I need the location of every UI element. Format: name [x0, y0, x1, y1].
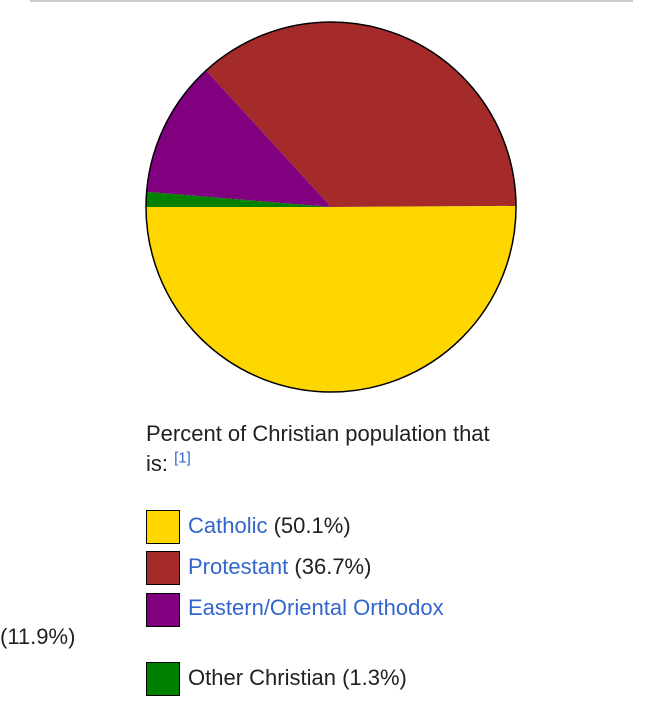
legend-swatch-protestant	[146, 551, 180, 586]
legend-item-other: Other Christian (1.3%)	[146, 661, 506, 696]
pie-outline	[145, 21, 517, 393]
legend-pct-orthodox: (11.9%)	[0, 623, 76, 649]
legend-label-other: Other Christian	[188, 664, 336, 690]
legend-swatch-catholic	[146, 510, 180, 545]
pie-slice-catholic	[146, 205, 517, 392]
legend-swatch-orthodox	[146, 592, 180, 627]
legend-item-protestant: Protestant (36.7%)	[146, 551, 506, 586]
pie-slice-other-christian	[146, 191, 331, 207]
pie-chart	[145, 21, 517, 393]
pie-slice-protestant	[206, 21, 516, 207]
citation-link[interactable]: [1]	[174, 449, 191, 467]
legend-item-orthodox: Eastern/Oriental Orthodox (11.9%)	[0, 592, 506, 650]
legend-link-catholic[interactable]: Catholic	[188, 513, 268, 538]
legend-swatch-other	[146, 661, 180, 696]
caption-text: Percent of Christian population that is:	[146, 421, 490, 476]
chart-legend: Catholic (50.1%) Protestant (36.7%) East…	[0, 510, 506, 705]
legend-link-orthodox[interactable]: Eastern/Oriental Orthodox	[188, 595, 444, 621]
legend-item-catholic: Catholic (50.1%)	[146, 510, 506, 545]
legend-pct-catholic: (50.1%)	[273, 513, 351, 538]
legend-pct-protestant: (36.7%)	[294, 554, 372, 580]
chart-caption: Percent of Christian population that is:…	[146, 419, 506, 479]
pie-slice-eastern-oriental-orthodox	[146, 70, 331, 207]
top-divider	[30, 0, 633, 2]
legend-pct-other: (1.3%)	[342, 664, 407, 690]
legend-link-protestant[interactable]: Protestant	[188, 554, 289, 580]
